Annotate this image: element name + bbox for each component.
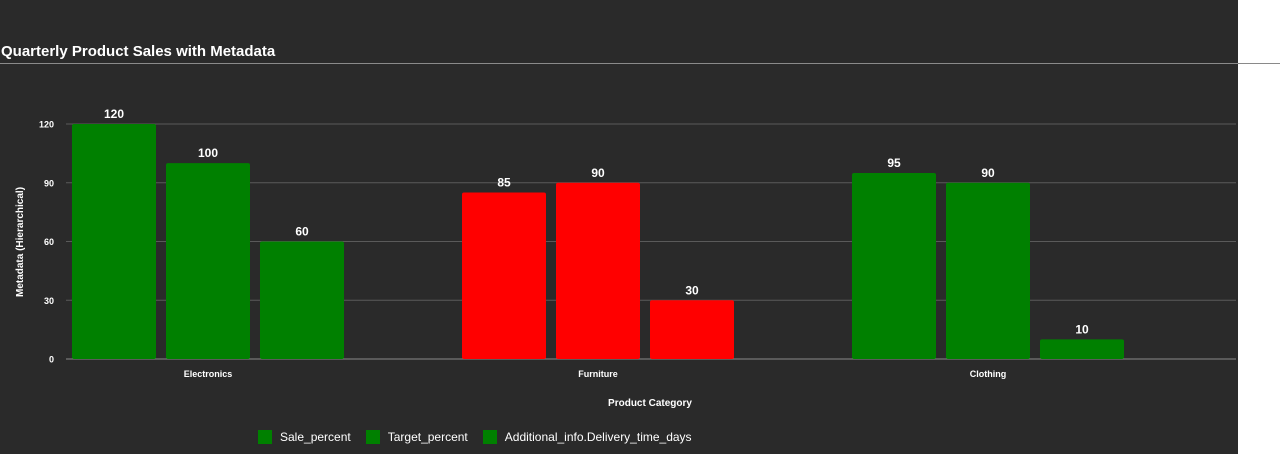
legend-swatch: [365, 430, 380, 444]
chart-title: Quarterly Product Sales with Metadata: [1, 43, 276, 60]
data-label: 90: [591, 166, 605, 180]
x-tick-label: Electronics: [184, 369, 233, 379]
data-label: 85: [497, 176, 511, 190]
y-tick-label: 90: [44, 178, 54, 188]
legend-swatch: [482, 430, 497, 444]
y-axis-label: Metadata (Hierarchical): [15, 187, 26, 297]
x-axis-label: Product Category: [608, 398, 692, 409]
legend-item-sale-percent[interactable]: Sale_percent: [258, 430, 351, 444]
bar-clothing-1[interactable]: [946, 182, 1030, 359]
y-tick-label: 60: [44, 237, 54, 247]
data-label: 10: [1075, 322, 1089, 336]
legend-label: Target_percent: [387, 430, 468, 444]
bar-electronics-1[interactable]: [166, 163, 250, 359]
bar-furniture-0[interactable]: [462, 192, 546, 359]
bar-clothing-2[interactable]: [1040, 339, 1124, 359]
data-label: 30: [685, 283, 699, 297]
data-label: 120: [104, 107, 124, 121]
bars: [72, 124, 1124, 359]
legend-label: Additional_info.Delivery_time_days: [504, 430, 692, 444]
x-axis-ticks: Electronics Furniture Clothing: [184, 369, 1007, 379]
legend: Sale_percent Target_percent Additional_i…: [258, 430, 707, 444]
bar-electronics-2[interactable]: [260, 241, 344, 360]
x-tick-label: Clothing: [970, 369, 1007, 379]
data-labels: 120 100 60 85 90 30 95 90 10: [104, 107, 1089, 336]
bar-electronics-0[interactable]: [72, 124, 156, 359]
legend-item-delivery-time[interactable]: Additional_info.Delivery_time_days: [482, 430, 692, 444]
data-label: 100: [198, 146, 218, 160]
data-label: 95: [887, 156, 901, 170]
legend-item-target-percent[interactable]: Target_percent: [365, 430, 468, 444]
bar-clothing-0[interactable]: [852, 172, 936, 359]
legend-label: Sale_percent: [280, 430, 351, 444]
y-axis-ticks: 0 30 60 90 120: [39, 120, 54, 365]
bar-furniture-2[interactable]: [650, 300, 734, 359]
bar-chart: 0 30 60 90 120 120 100 60 85 90 30 95 90 10 Electron…: [15, 107, 1236, 409]
data-label: 90: [981, 166, 995, 180]
y-tick-label: 30: [44, 296, 54, 306]
y-tick-label: 120: [39, 120, 54, 130]
bar-furniture-1[interactable]: [556, 182, 640, 359]
legend-swatch: [258, 430, 272, 444]
title-divider: [0, 63, 1280, 64]
data-label: 60: [295, 225, 309, 239]
y-tick-label: 0: [49, 355, 54, 365]
x-tick-label: Furniture: [578, 369, 618, 379]
